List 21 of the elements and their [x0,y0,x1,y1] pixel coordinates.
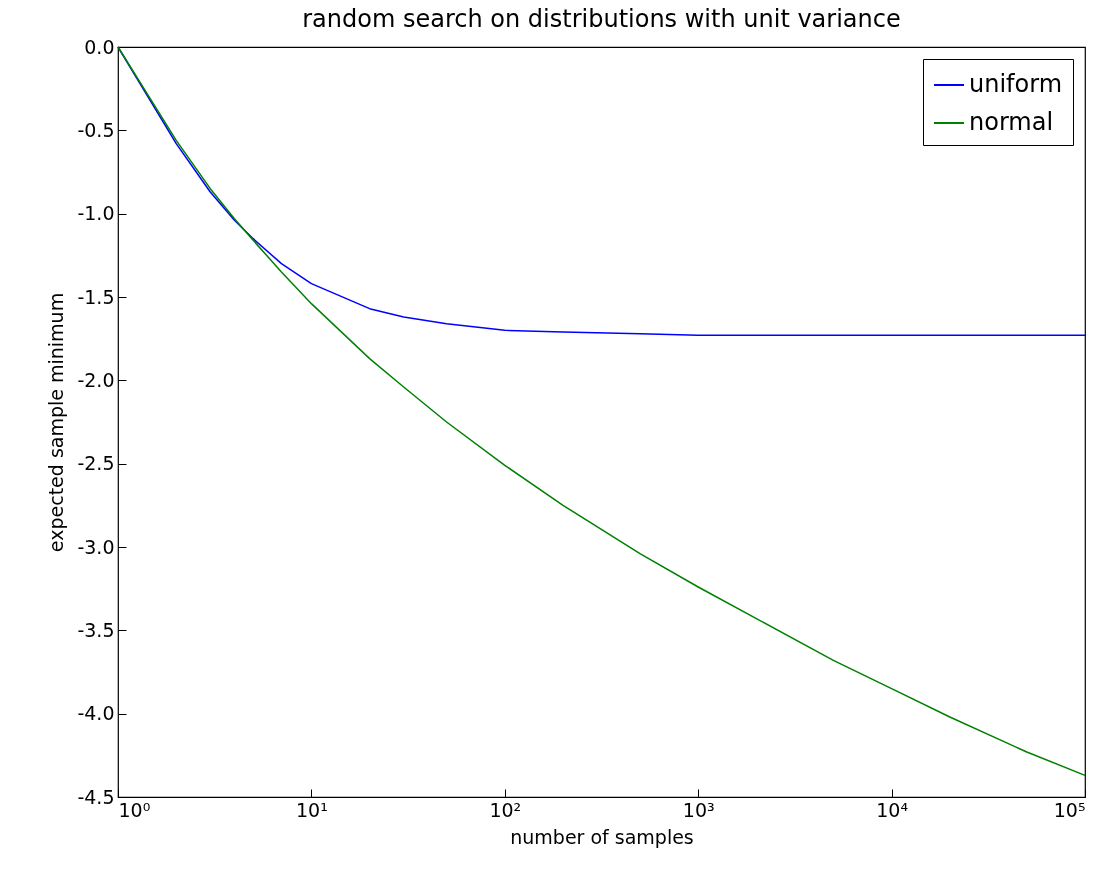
y-axis-title: expected sample minimum [45,292,68,553]
chart-title: random search on distributions with unit variance [302,5,901,33]
y-tick-label: -1.0 [77,202,115,225]
y-tick-label: -2.0 [77,368,115,391]
y-tick-label: -4.0 [77,702,115,725]
y-tick-label: -2.5 [77,452,115,475]
x-tick-label: 10⁰ [118,798,151,821]
x-tick-label: 10¹ [296,798,328,821]
y-tick-label: -3.5 [77,618,115,641]
x-axis-title: number of samples [510,825,694,848]
y-tick-label: -0.5 [77,118,115,141]
x-tick-label: 10³ [682,798,715,821]
y-tick-label: 0.0 [84,35,115,58]
x-tick-label: 10⁵ [1053,798,1086,821]
y-tick-label: -4.5 [77,785,115,808]
x-tick-label: 10² [489,798,522,821]
y-tick-label: -1.5 [77,285,115,308]
x-tick-label: 10⁴ [876,798,909,821]
y-tick-label: -3.0 [77,535,115,558]
legend-label: uniform [969,70,1063,98]
legend-label: normal [969,108,1054,136]
